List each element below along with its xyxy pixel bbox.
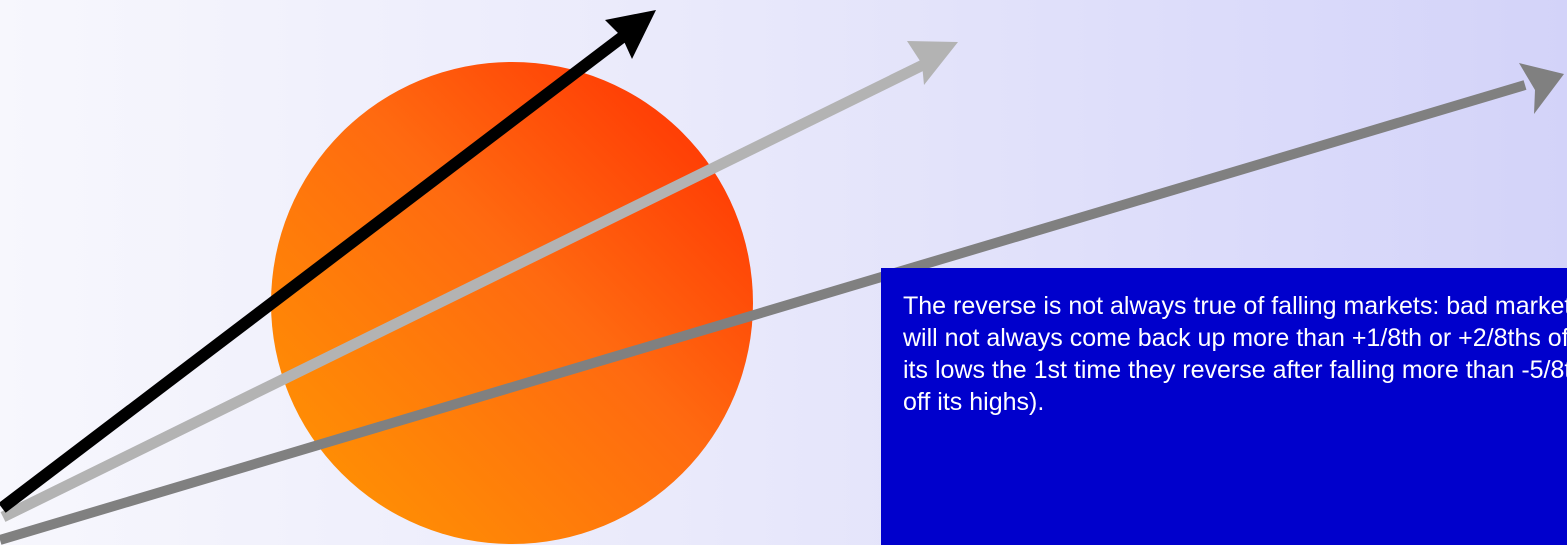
note-text: The reverse is not always true of fallin… [903,292,1567,416]
black-arrow [0,10,656,513]
planet-sphere-icon [271,62,753,544]
note-text-box: The reverse is not always true of fallin… [881,268,1567,545]
light-gray-arrow [0,41,958,522]
dark-gray-arrow [0,63,1564,545]
